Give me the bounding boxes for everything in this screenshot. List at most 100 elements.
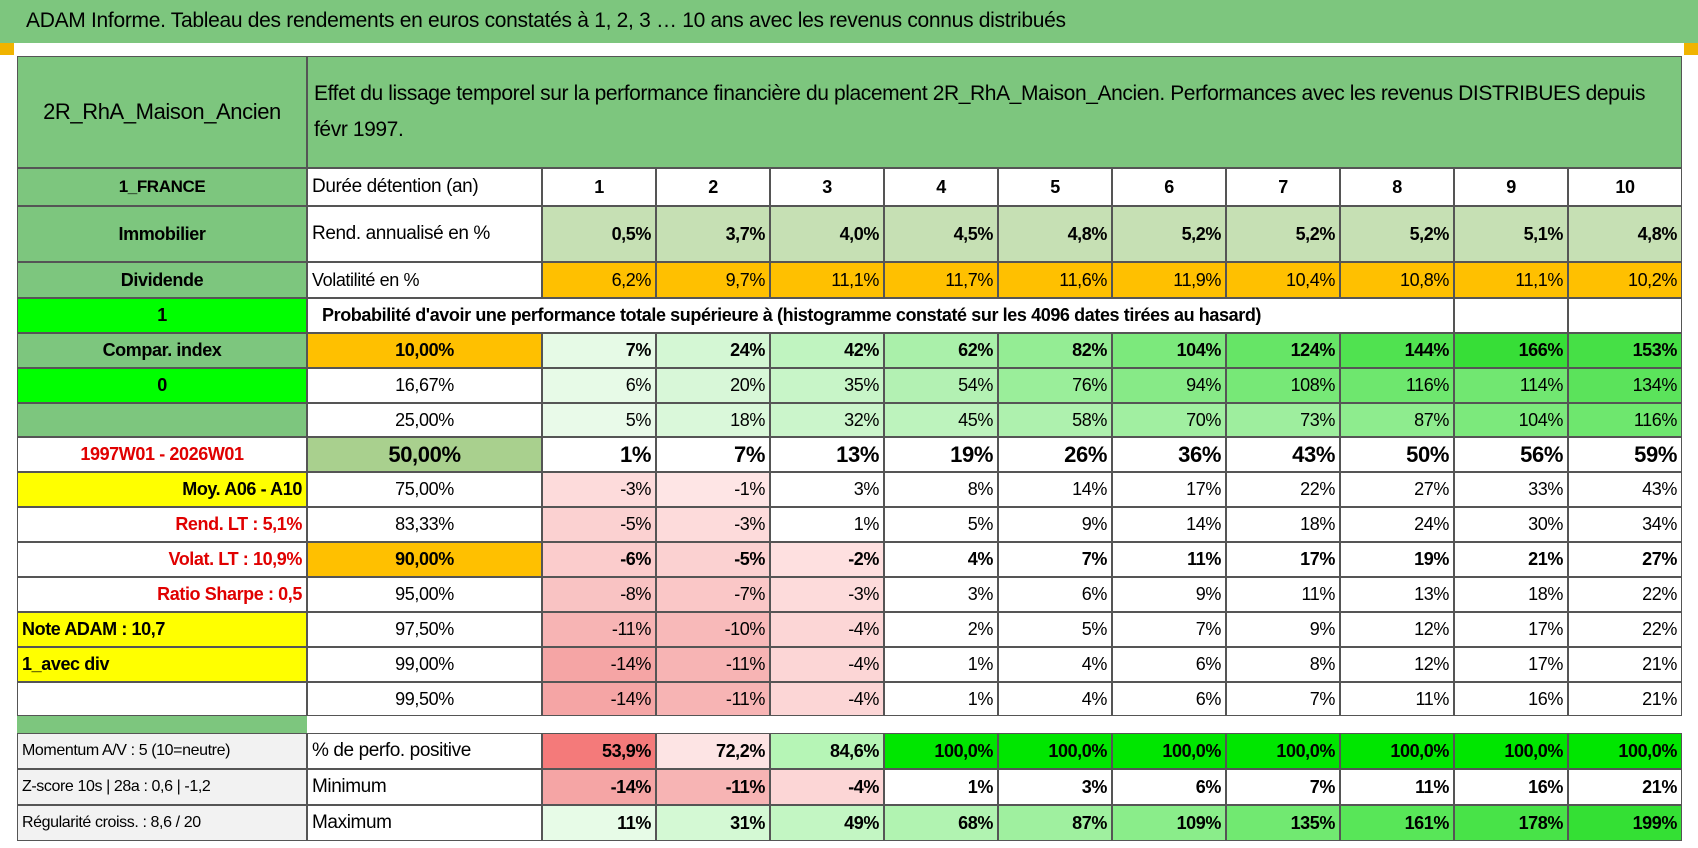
cell: 6% [998, 577, 1112, 612]
cell: 7% [998, 542, 1112, 577]
cell: 124% [1226, 333, 1340, 368]
cell: 19% [884, 437, 998, 472]
cell: 5,2% [1112, 206, 1226, 262]
cell: Moy. A06 - A10 [17, 472, 307, 507]
cell: 6% [1112, 769, 1226, 805]
cell: 144% [1340, 333, 1454, 368]
cell: 1% [884, 682, 998, 716]
cell: -4% [770, 769, 884, 805]
cell: 6% [1112, 647, 1226, 682]
cell: 11,9% [1112, 262, 1226, 298]
cell: 27% [1340, 472, 1454, 507]
cell: 11,6% [998, 262, 1112, 298]
cell: -4% [770, 682, 884, 716]
cell: 100,0% [1568, 733, 1682, 769]
cell: 59% [1568, 437, 1682, 472]
cell: 3% [884, 577, 998, 612]
cell: 99,00% [307, 647, 542, 682]
cell: 7% [656, 437, 770, 472]
cell: 14% [1112, 507, 1226, 542]
cell: 19% [1340, 542, 1454, 577]
cell: -5% [656, 542, 770, 577]
cell: 10,4% [1226, 262, 1340, 298]
cell: 43% [1568, 472, 1682, 507]
cell: Minimum [307, 769, 542, 805]
cell: 32% [770, 403, 884, 437]
cell: 1% [770, 507, 884, 542]
cell: -14% [542, 647, 656, 682]
cell: 84,6% [770, 733, 884, 769]
cell: 27% [1568, 542, 1682, 577]
cell: 8 [1340, 168, 1454, 206]
cell: -11% [656, 769, 770, 805]
cell: 30% [1454, 507, 1568, 542]
cell: 11,7% [884, 262, 998, 298]
cell: 2R_RhA_Maison_Ancien [17, 56, 307, 168]
cell: 9% [998, 507, 1112, 542]
cell: 22% [1568, 612, 1682, 647]
cell: 16% [1454, 682, 1568, 716]
cell: 4,8% [1568, 206, 1682, 262]
cell: Momentum A/V : 5 (10=neutre) [17, 733, 307, 769]
cell: 9 [1454, 168, 1568, 206]
cell: 20% [656, 368, 770, 403]
cell: 16,67% [307, 368, 542, 403]
cell: 10,8% [1340, 262, 1454, 298]
cell: 108% [1226, 368, 1340, 403]
cell [17, 682, 307, 716]
cell: 9% [1112, 577, 1226, 612]
cell: 9% [1226, 612, 1340, 647]
cell: 87% [1340, 403, 1454, 437]
cell: 153% [1568, 333, 1682, 368]
cell: 17% [1454, 647, 1568, 682]
cell: 34% [1568, 507, 1682, 542]
cell: -3% [656, 507, 770, 542]
cell: 1% [884, 769, 998, 805]
cell: Rend. LT : 5,1% [17, 507, 307, 542]
cell: 72,2% [656, 733, 770, 769]
cell: -5% [542, 507, 656, 542]
cell: Immobilier [17, 206, 307, 262]
cell: 104% [1454, 403, 1568, 437]
cell: -7% [656, 577, 770, 612]
cell: % de perfo. positive [307, 733, 542, 769]
cell: Compar. index [17, 333, 307, 368]
cell: 7 [1226, 168, 1340, 206]
cell: 9,7% [656, 262, 770, 298]
cell: 1_FRANCE [17, 168, 307, 206]
cell: -4% [770, 612, 884, 647]
cell: 12% [1340, 647, 1454, 682]
cell: 82% [998, 333, 1112, 368]
cell: 18% [1226, 507, 1340, 542]
cell: -8% [542, 577, 656, 612]
cell: 4,5% [884, 206, 998, 262]
cell: Note ADAM : 10,7 [17, 612, 307, 647]
cell: -11% [656, 647, 770, 682]
cell: 11% [1340, 769, 1454, 805]
cell: -10% [656, 612, 770, 647]
cell: 100,0% [1454, 733, 1568, 769]
cell: 3% [770, 472, 884, 507]
cell: 5% [884, 507, 998, 542]
cell: 22% [1226, 472, 1340, 507]
cell: 8% [1226, 647, 1340, 682]
cell: 70% [1112, 403, 1226, 437]
cell: 100,0% [1226, 733, 1340, 769]
cell: 6 [1112, 168, 1226, 206]
cell: Ratio Sharpe : 0,5 [17, 577, 307, 612]
cell: 21% [1568, 682, 1682, 716]
cell: 12% [1340, 612, 1454, 647]
cell: 21% [1568, 769, 1682, 805]
cell: -14% [542, 769, 656, 805]
cell: 13% [1340, 577, 1454, 612]
cell: 4,0% [770, 206, 884, 262]
cell: 83,33% [307, 507, 542, 542]
cell: 5,2% [1226, 206, 1340, 262]
cell: 161% [1340, 805, 1454, 841]
cell: -3% [542, 472, 656, 507]
cell: 114% [1454, 368, 1568, 403]
cell: 7% [1112, 612, 1226, 647]
cell: 109% [1112, 805, 1226, 841]
cell: Maximum [307, 805, 542, 841]
cell: -1% [656, 472, 770, 507]
